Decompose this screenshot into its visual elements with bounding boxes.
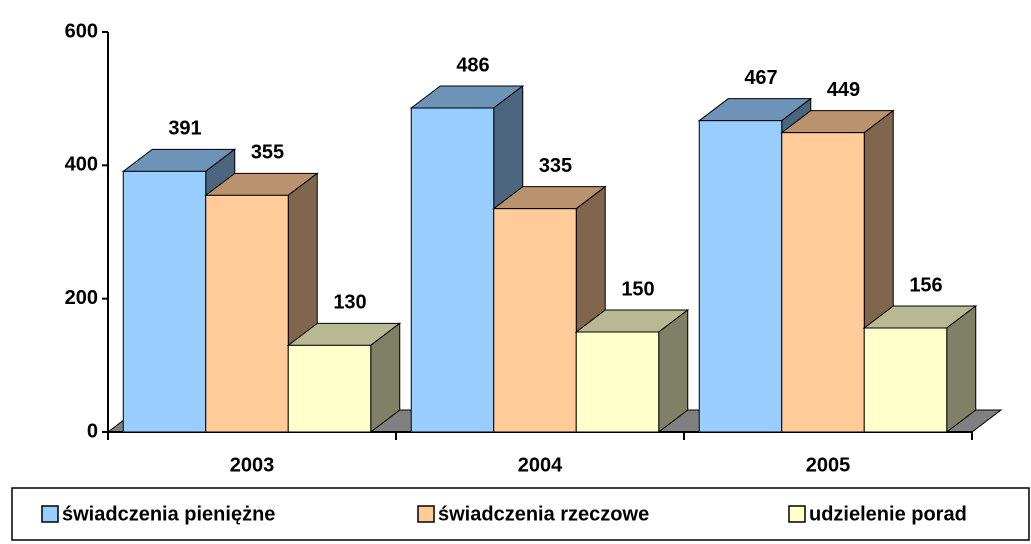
legend-swatch: [41, 505, 59, 523]
bar: [863, 327, 948, 433]
value-label: 355: [251, 142, 284, 164]
x-tick-label: 2004: [518, 454, 563, 476]
value-label: 150: [621, 278, 654, 300]
legend-box: [11, 487, 1030, 541]
y-tick-label: 400: [65, 154, 98, 176]
value-label: 449: [827, 79, 860, 101]
bar: [205, 194, 289, 433]
bar-side: [946, 304, 977, 434]
bar-side: [658, 308, 689, 434]
bar: [698, 120, 783, 433]
bar: [287, 344, 372, 433]
bar: [122, 170, 207, 433]
x-tick-label: 2005: [806, 454, 851, 476]
legend-swatch: [417, 505, 435, 523]
value-label: 335: [539, 155, 572, 177]
value-label: 467: [744, 67, 777, 89]
bar: [410, 107, 495, 433]
bar: [493, 208, 577, 433]
legend-swatch: [788, 505, 806, 523]
value-label: 130: [333, 292, 366, 314]
value-label: 391: [168, 118, 201, 140]
legend-label: udzielenie porad: [809, 503, 967, 525]
y-tick-label: 600: [65, 20, 98, 42]
value-label: 156: [909, 274, 942, 296]
x-tick-label: 2003: [230, 454, 275, 476]
value-label: 486: [456, 54, 489, 76]
legend-label: świadczenia pieniężne: [62, 503, 275, 525]
bar: [575, 331, 660, 433]
y-tick-label: 200: [65, 287, 98, 309]
bar: [781, 132, 865, 433]
y-tick-label: 0: [87, 420, 98, 442]
legend-label: świadczenia rzeczowe: [438, 503, 649, 525]
